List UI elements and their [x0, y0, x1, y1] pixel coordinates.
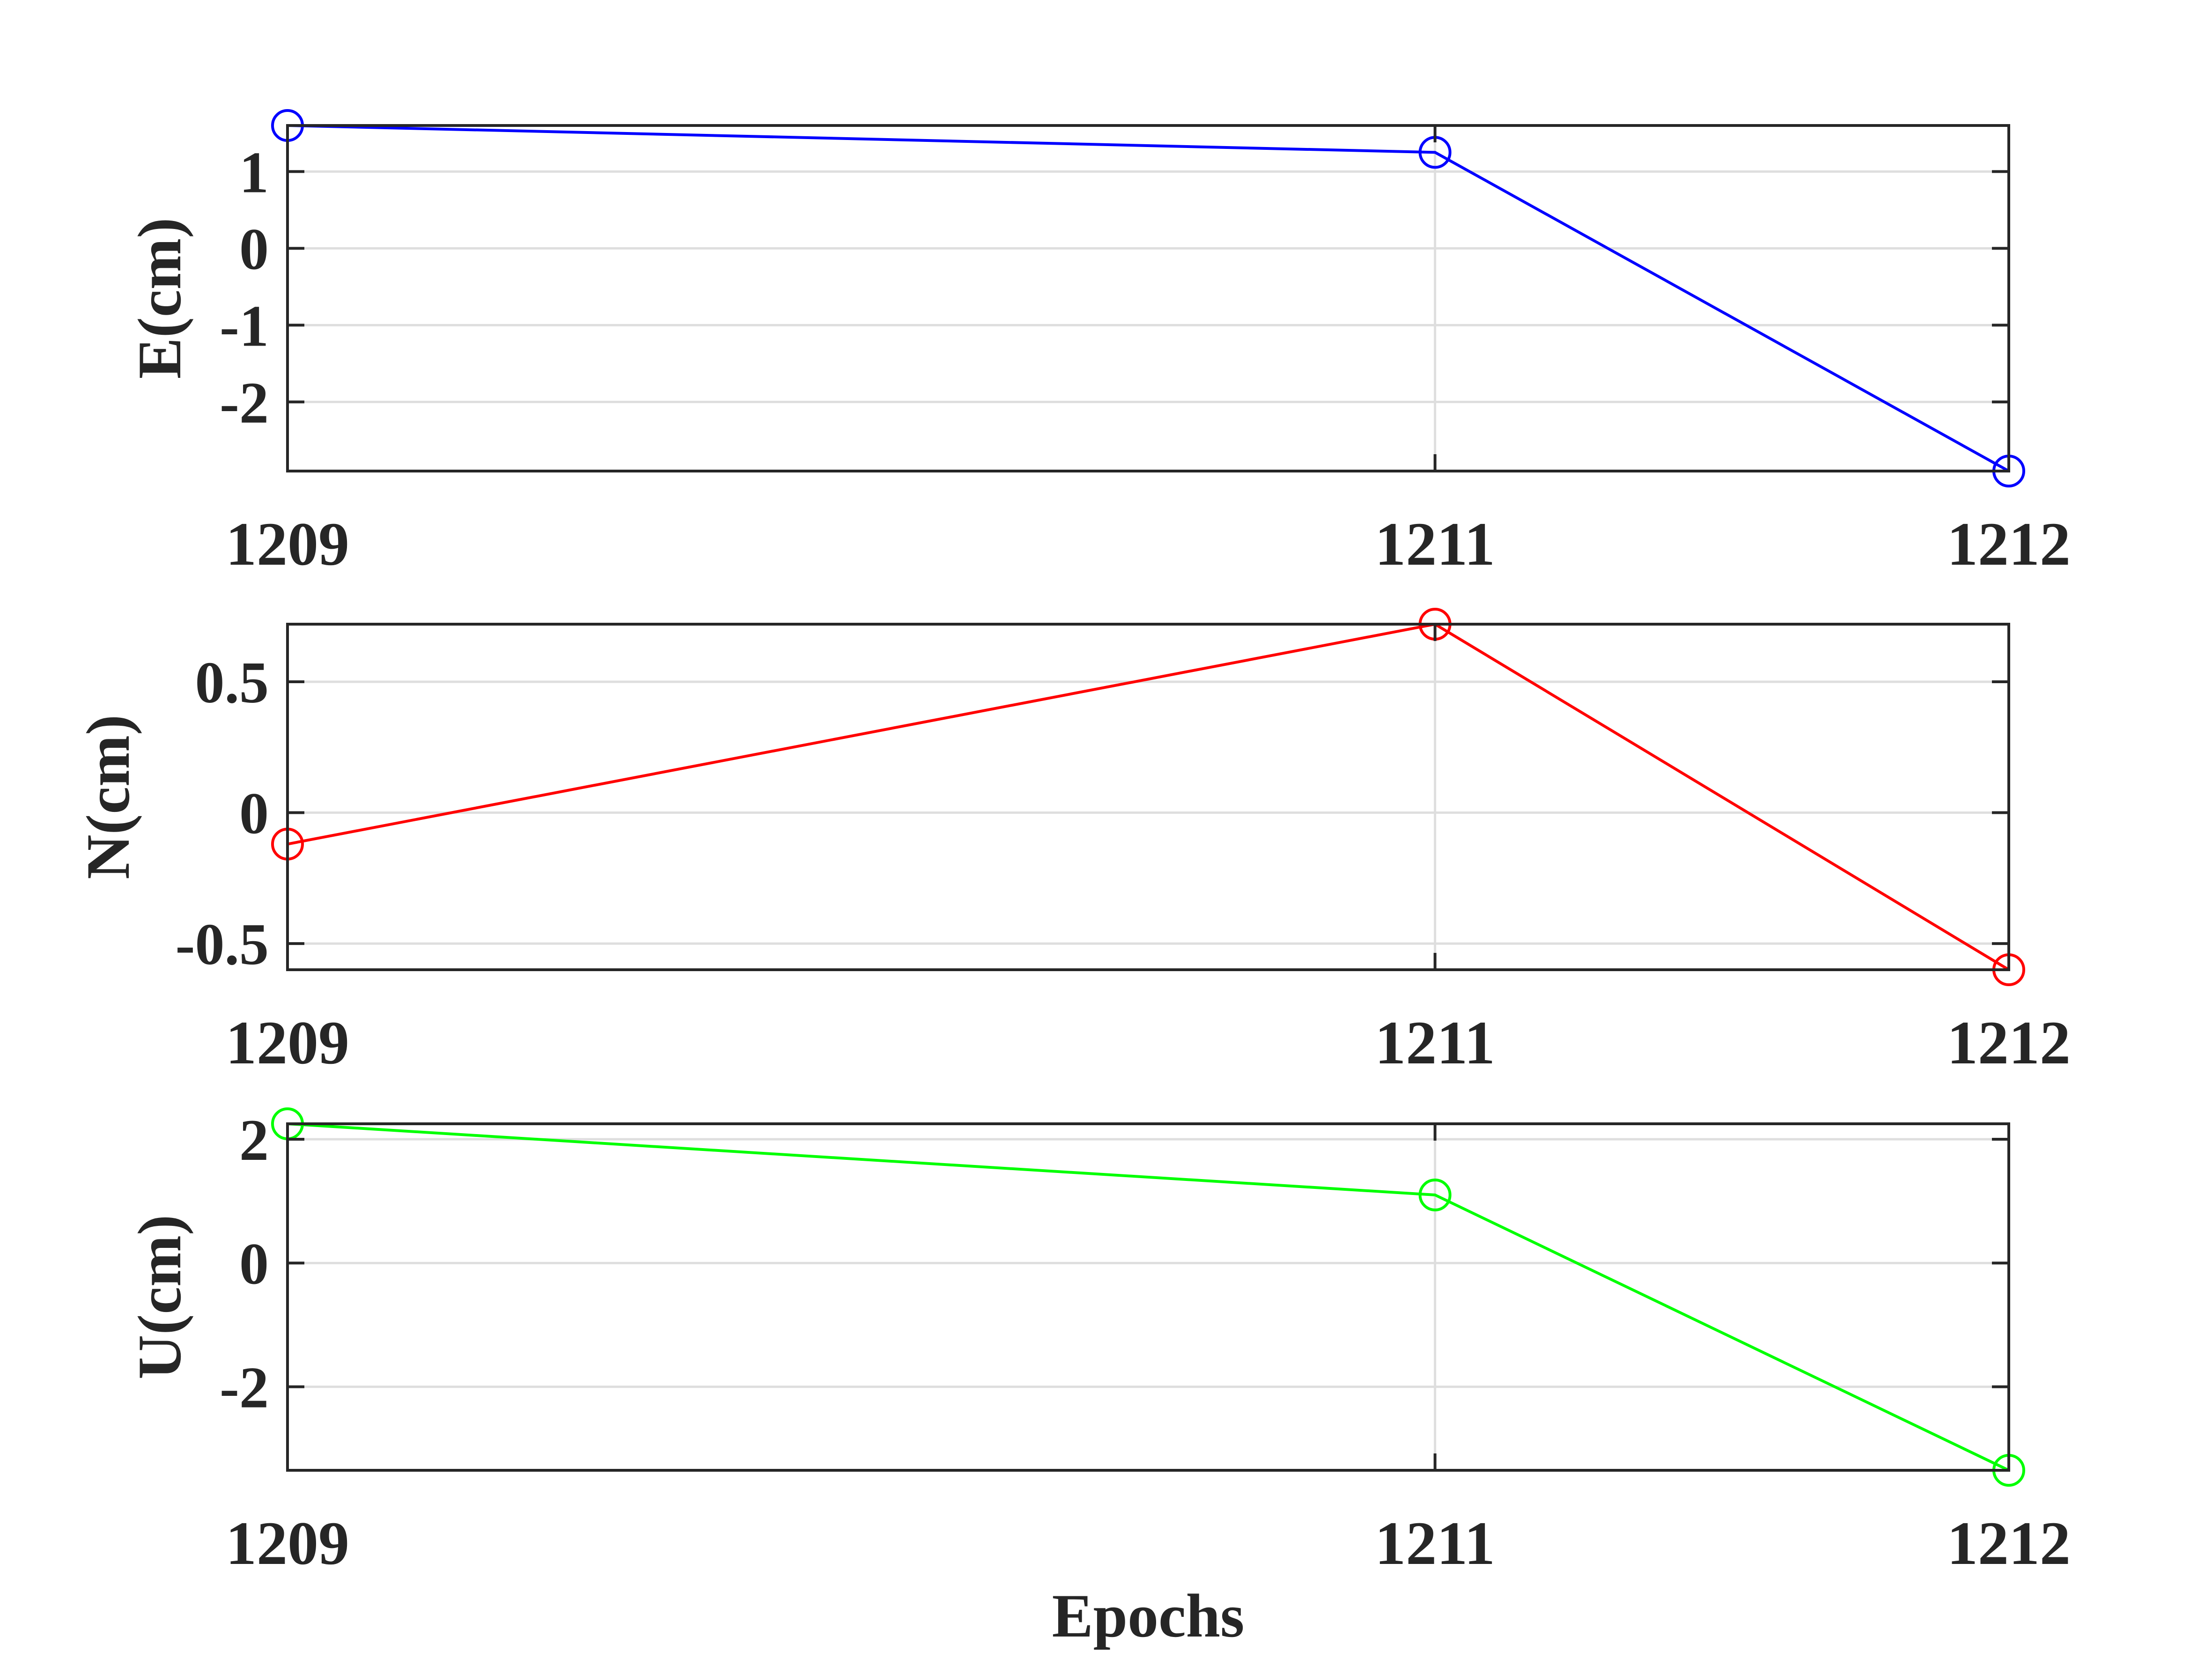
x-tick-label: 1211 — [1375, 1509, 1495, 1578]
subplot-up: 2 0 -2 1209 1211 1212 U(cm) — [125, 1107, 2071, 1578]
series-line — [287, 124, 2010, 472]
y-tick-label: 0.5 — [195, 650, 269, 715]
y-axis-label: N(cm) — [74, 715, 142, 879]
plot-frame — [286, 124, 2010, 472]
x-tick-label: 1212 — [1947, 509, 2071, 578]
y-axis-label: U(cm) — [125, 1215, 194, 1379]
y-tick-label: 2 — [239, 1108, 269, 1173]
plot-frame — [286, 623, 2010, 971]
x-tick-label: 1211 — [1375, 509, 1495, 578]
y-tick-label: -2 — [220, 1356, 269, 1421]
x-tick-label: 1212 — [1947, 1008, 2071, 1077]
x-axis-label: Epochs — [1052, 1581, 1245, 1650]
y-tick-label: 0 — [239, 782, 269, 847]
x-tick-label: 1209 — [226, 1008, 349, 1077]
y-tick-label: -0.5 — [176, 912, 269, 977]
y-tick-label: -2 — [220, 370, 269, 435]
subplot-east: 1 0 -1 -2 1209 1211 1212 E(cm) — [125, 109, 2071, 578]
y-tick-label: 1 — [239, 140, 269, 205]
subplot-north: 0.5 0 -0.5 1209 1211 1212 N(cm) — [74, 608, 2071, 1077]
series-line — [287, 1122, 2010, 1472]
y-tick-label: 0 — [239, 217, 269, 282]
data-point-marker — [1418, 1178, 1452, 1211]
y-axis-label: E(cm) — [125, 218, 194, 379]
x-tick-label: 1209 — [226, 509, 349, 578]
x-tick-label: 1212 — [1947, 1509, 2071, 1578]
x-tick-label: 1211 — [1375, 1008, 1495, 1077]
x-tick-label: 1209 — [226, 1509, 349, 1578]
y-tick-label: -1 — [220, 294, 269, 359]
plot-frame — [286, 1122, 2010, 1472]
y-tick-label: 0 — [239, 1231, 269, 1297]
